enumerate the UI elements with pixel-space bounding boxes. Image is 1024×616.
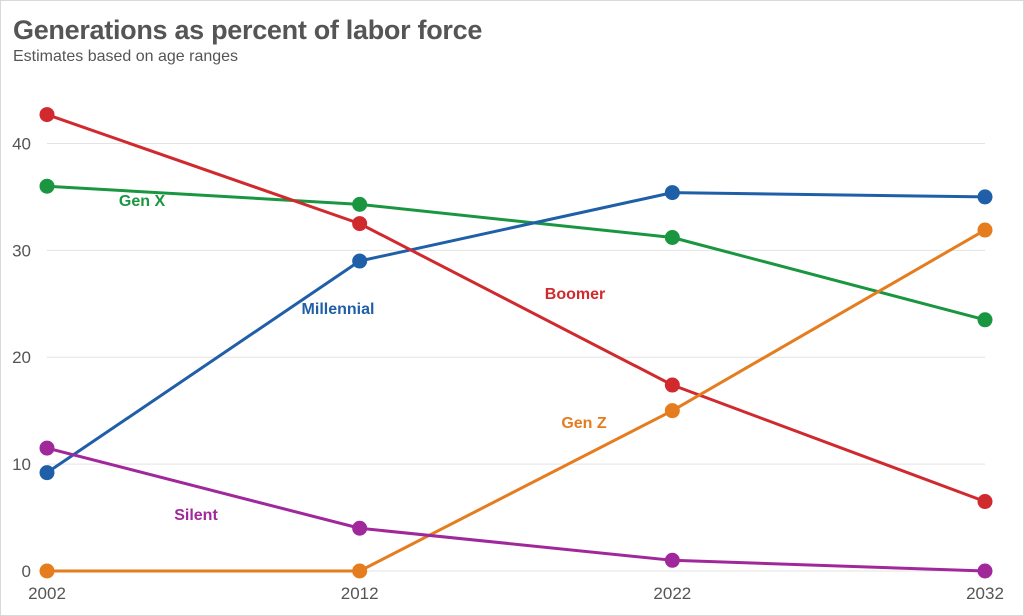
point-boomer-2012 — [352, 216, 368, 232]
series-label-silent: Silent — [174, 507, 218, 524]
series-label-gen-z: Gen Z — [561, 415, 607, 432]
point-silent-2032 — [977, 563, 993, 579]
point-boomer-2032 — [977, 494, 993, 510]
point-gen-z-2012 — [352, 563, 368, 579]
series-label-gen-x: Gen X — [119, 193, 166, 210]
y-tick-label-10: 10 — [12, 455, 31, 474]
point-silent-2002 — [39, 440, 55, 456]
series-line-boomer — [46, 113, 986, 503]
point-millennial-2032 — [977, 189, 993, 205]
series-label-boomer: Boomer — [545, 286, 605, 303]
point-millennial-2022 — [664, 185, 680, 201]
x-tick-label-2012: 2012 — [341, 584, 379, 603]
x-tick-label-2032: 2032 — [966, 584, 1004, 603]
point-gen-x-2012 — [352, 196, 368, 212]
series-label-millennial: Millennial — [302, 301, 375, 318]
point-boomer-2022 — [664, 377, 680, 393]
point-gen-z-2032 — [977, 222, 993, 238]
series-line-millennial — [46, 191, 986, 474]
chart-title: Generations as percent of labor force — [13, 15, 483, 45]
point-gen-x-2022 — [664, 230, 680, 246]
x-tick-label-2022: 2022 — [653, 584, 691, 603]
series-line-gen-z — [47, 228, 986, 573]
point-millennial-2002 — [39, 465, 55, 481]
y-tick-label-40: 40 — [12, 134, 31, 153]
x-tick-label-2002: 2002 — [28, 584, 66, 603]
point-gen-z-2022 — [664, 403, 680, 419]
point-silent-2022 — [664, 552, 680, 568]
point-gen-z-2002 — [39, 563, 55, 579]
y-tick-label-20: 20 — [12, 348, 31, 367]
point-boomer-2002 — [39, 107, 55, 123]
point-millennial-2012 — [352, 253, 368, 269]
series-line-gen-x — [46, 184, 986, 322]
point-gen-x-2002 — [39, 178, 55, 194]
point-silent-2012 — [352, 520, 368, 536]
series-line-silent — [46, 446, 986, 573]
chart-subtitle: Estimates based on age ranges — [13, 48, 239, 65]
point-gen-x-2032 — [977, 312, 993, 328]
y-tick-label-30: 30 — [12, 241, 31, 260]
y-tick-label-0: 0 — [22, 562, 31, 581]
